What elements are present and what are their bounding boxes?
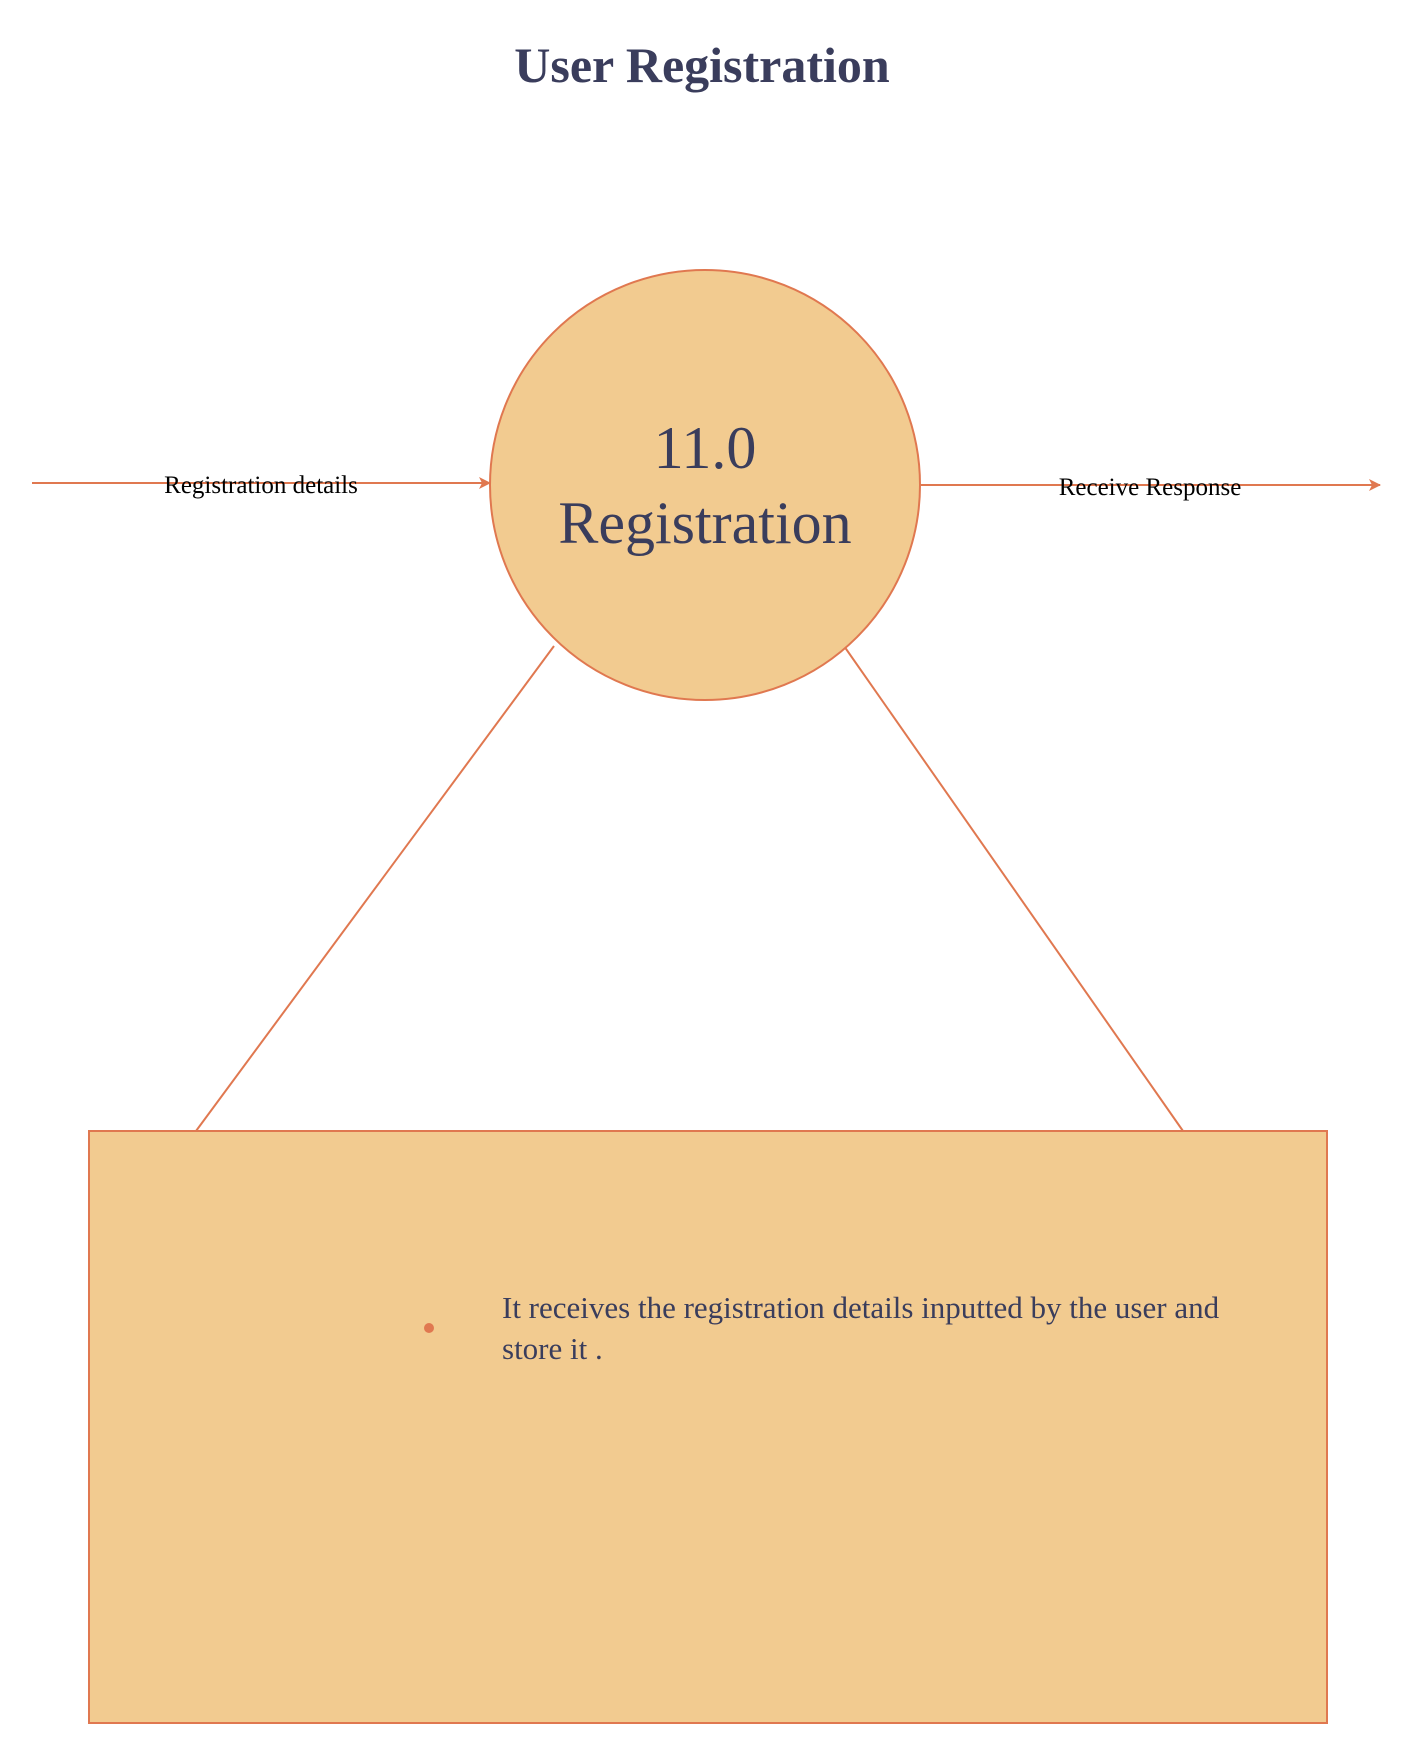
diagram-title: User Registration — [514, 37, 890, 93]
incoming-flow-label: Registration details — [164, 472, 358, 499]
note-bullet-line-1: It receives the registration details inp… — [502, 1290, 1220, 1325]
connector-line-right — [843, 645, 1184, 1132]
process-number: 11.0 — [654, 415, 757, 481]
outgoing-flow-label: Receive Response — [1059, 474, 1242, 501]
note-bullet-line-2: store it . — [502, 1331, 603, 1366]
process-circle[interactable] — [489, 269, 921, 701]
process-name: Registration — [558, 490, 851, 556]
connector-line-left — [195, 645, 555, 1132]
description-note-box[interactable] — [88, 1130, 1328, 1724]
bullet-point-icon — [424, 1323, 434, 1333]
